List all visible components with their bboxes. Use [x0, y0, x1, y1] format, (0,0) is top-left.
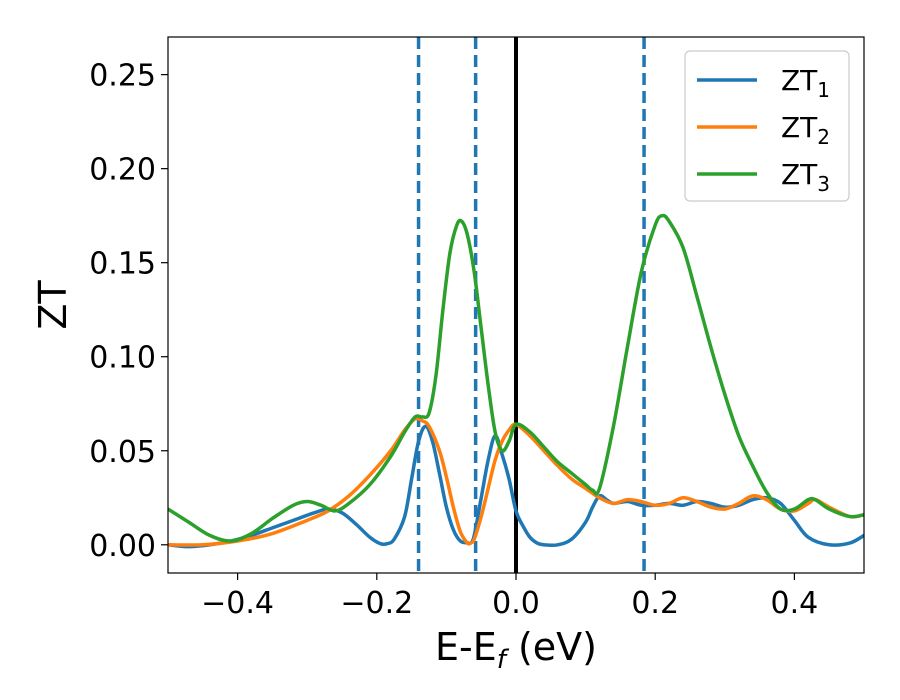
series-line-zt3: [168, 213, 864, 543]
x-tick-label: 0.0: [492, 586, 540, 621]
legend-label-zt3: ZT3: [781, 158, 830, 196]
y-tick-label: 0.05: [89, 435, 156, 470]
y-tick-label: 0.25: [89, 59, 156, 94]
y-tick-label: 0.15: [89, 247, 156, 282]
legend-label-zt1: ZT1: [781, 64, 830, 102]
legend-box: [684, 50, 850, 202]
x-tick-label: 0.2: [631, 586, 679, 621]
x-axis-title-main: E-E: [435, 625, 497, 669]
x-tick-label: −0.2: [340, 586, 413, 621]
legend: ZT1 ZT2 ZT3: [684, 50, 850, 202]
y-axis-ticks: 0.00 0.05 0.10 0.15 0.20 0.25: [89, 59, 168, 564]
legend-label-zt2: ZT2: [781, 111, 830, 149]
plot-area: [168, 37, 864, 573]
x-axis-title: E-Ef (eV): [435, 625, 597, 675]
x-axis-title-unit: (eV): [506, 625, 597, 669]
x-tick-label: −0.4: [201, 586, 274, 621]
y-tick-label: 0.10: [89, 341, 156, 376]
reference-lines: [416, 37, 646, 573]
y-axis-title: ZT: [31, 280, 75, 330]
series-line-zt1: [168, 424, 864, 549]
series-lines: [168, 213, 864, 549]
x-tick-label: 0.4: [771, 586, 819, 621]
y-tick-label: 0.20: [89, 153, 156, 188]
y-tick-label: 0.00: [89, 529, 156, 564]
x-axis-ticks: −0.4 −0.2 0.0 0.2 0.4: [201, 573, 818, 621]
